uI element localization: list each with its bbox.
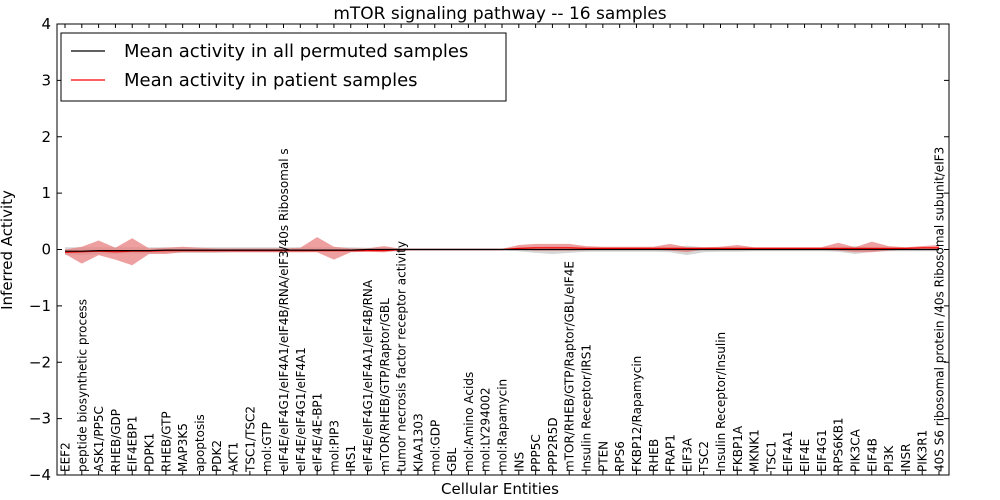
x-tick-label: PPP5C: [529, 434, 543, 472]
y-tick-label: 2: [41, 128, 51, 146]
x-axis-label: Cellular Entities: [441, 480, 559, 498]
y-tick-label: −1: [29, 297, 51, 315]
x-tick-label: RHEB/GTP: [159, 411, 173, 472]
series-lines: [64, 247, 939, 253]
x-tick-label: RPS6KB1: [832, 417, 846, 472]
x-tick-label: MKNK1: [748, 429, 762, 472]
x-tick-label: KIAA1303: [412, 413, 426, 472]
x-tick-label: mol:PIP3: [327, 420, 341, 472]
y-tick-label: 0: [41, 241, 51, 259]
x-tick-label: peptide biosynthetic process: [75, 299, 89, 472]
x-tick-label: RPS6: [613, 441, 627, 472]
x-tick-label: PPP2R5D: [546, 417, 560, 472]
x-tick-label: EIF3A: [680, 437, 694, 472]
x-tick-label: TSC1/TSC2: [243, 406, 257, 473]
x-tick-label: PDPK1: [143, 433, 157, 472]
x-tick-label: INSR: [899, 444, 913, 472]
x-tick-label: mol:Amino Acids: [462, 372, 476, 472]
x-tick-label: PTEN: [596, 441, 610, 472]
series-line-permuted: [65, 248, 939, 252]
x-tick-label: ASK1/PP5C: [92, 406, 106, 472]
x-tick-label: AKT1: [227, 442, 241, 472]
x-tick-label: TSC2: [697, 441, 711, 473]
x-tick-label: PIK3CA: [849, 428, 863, 472]
x-tick-label: FKBP12/Rapamycin: [630, 356, 644, 472]
y-tick-label: −3: [29, 410, 51, 428]
x-tick-label: RHEB/GDP: [109, 409, 123, 472]
x-tick-label: EIF4A1: [781, 430, 795, 472]
x-tick-label: mTOR/RHEB/GTP/Raptor/GBL: [378, 298, 392, 472]
y-tick-label: −2: [29, 353, 51, 371]
legend-label-patient: Mean activity in patient samples: [124, 70, 418, 91]
x-tick-label: INS: [512, 452, 526, 472]
x-tick-label: eIF4E/eIF4G1/eIF4A1/eIF4B/RNA/eIF3/40s R…: [277, 148, 291, 472]
x-tick-label: Insulin Receptor/IRS1: [580, 344, 594, 472]
x-tick-label: EIF4E: [798, 439, 812, 472]
legend: Mean activity in all permuted samples Me…: [60, 32, 507, 102]
x-tick-label: apoptosis: [193, 414, 207, 472]
plot-frame: [56, 23, 950, 476]
x-tick-label: 40S S6 ribosomal protein /40s Ribosomal …: [933, 147, 947, 472]
legend-label-permuted: Mean activity in all permuted samples: [124, 41, 468, 62]
x-tick-label: mol:GDP: [428, 420, 442, 472]
x-tick-label: EEF2: [59, 442, 73, 472]
y-tick-label: 4: [41, 15, 51, 33]
legend-box: [60, 32, 507, 102]
x-tick-label: FRAP1: [664, 434, 678, 472]
y-tick-label: 1: [41, 184, 51, 202]
x-tick-label: RHEB: [647, 439, 661, 472]
x-tick-label: PI3K: [882, 445, 896, 472]
x-tick-label: mol:Rapamycin: [496, 379, 510, 472]
x-tick-label: Insulin Receptor/Insulin: [714, 332, 728, 472]
x-tick-label: eIF4E/eIF4G1/eIF4A1/eIF4B/RNA: [361, 279, 375, 472]
x-tick-label: eIF4E/4E-BP1: [311, 393, 325, 472]
x-tick-label: PDK2: [210, 440, 224, 472]
y-tick-label: 3: [41, 71, 51, 89]
x-tick-label: FKBP1A: [731, 425, 745, 472]
x-tick-label: PIK3R1: [916, 430, 930, 472]
x-tick-label: tumor necrosis factor receptor activity: [395, 241, 409, 472]
x-tick-label: mol:LY294002: [479, 387, 493, 472]
y-axis-label: Inferred Activity: [0, 190, 16, 310]
chart-title: mTOR signaling pathway -- 16 samples: [333, 4, 666, 24]
y-axis-ticks: −4 −3 −2 −1 0 1 2 3 4: [29, 15, 949, 484]
x-tick-label: EIF4EBP1: [126, 416, 140, 472]
x-tick-label: MAP3K5: [176, 423, 190, 472]
x-tick-label: EIF4B: [865, 438, 879, 472]
x-tick-label: mTOR/RHEB/GTP/Raptor/GBL/eIF4E: [563, 261, 577, 472]
x-tick-label: IRS1: [344, 445, 358, 472]
x-tick-label: TSC1: [764, 441, 778, 473]
x-axis-ticks: [64, 24, 940, 475]
x-tick-label: EIF4G1: [815, 429, 829, 472]
y-tick-label: −4: [29, 466, 51, 484]
x-tick-label: GBL: [445, 447, 459, 472]
x-tick-labels: EEF2 peptide biosynthetic process ASK1/PP5…: [59, 147, 947, 473]
x-tick-label: mol:GTP: [260, 422, 274, 472]
x-tick-label: eIF4E/eIF4G1/eIF4A1: [294, 347, 308, 472]
